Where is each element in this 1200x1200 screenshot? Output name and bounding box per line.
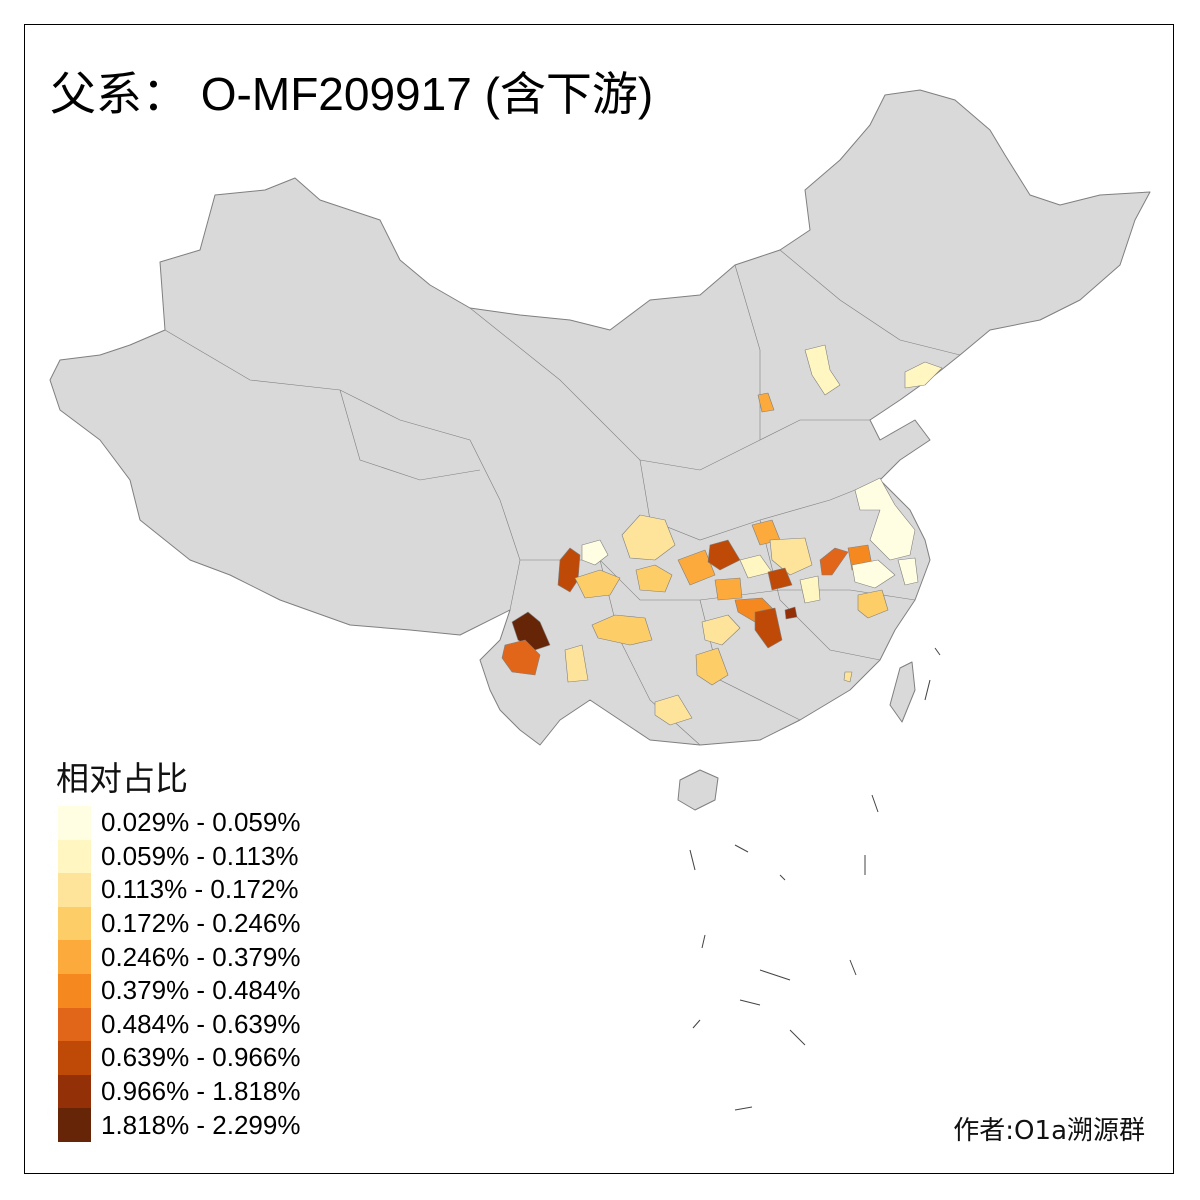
island-mark bbox=[759, 969, 791, 981]
legend-label: 0.966% - 1.818% bbox=[101, 1076, 301, 1107]
legend-swatch bbox=[58, 973, 91, 1008]
legend-swatch bbox=[58, 806, 91, 840]
legend-title: 相对占比 bbox=[56, 759, 188, 798]
legend-label: 0.172% - 0.246% bbox=[101, 908, 301, 939]
region-class-1 bbox=[897, 557, 919, 586]
island-mark bbox=[739, 999, 761, 1006]
legend-swatch bbox=[58, 940, 91, 974]
region-class-1 bbox=[854, 477, 916, 561]
legend-label: 0.059% - 0.113% bbox=[101, 840, 299, 871]
island-mark bbox=[924, 679, 931, 701]
legend-swatch bbox=[58, 1007, 91, 1042]
region-class-5 bbox=[714, 577, 743, 601]
region-class-1 bbox=[851, 559, 896, 589]
region-class-4 bbox=[635, 564, 673, 593]
island-mark bbox=[692, 1019, 701, 1029]
region-class-8 bbox=[707, 539, 741, 571]
legend-item: 0.113% - 0.172% bbox=[58, 873, 300, 907]
legend-label: 0.484% - 0.639% bbox=[101, 1008, 301, 1039]
province-border bbox=[469, 307, 870, 471]
legend: 0.029% - 0.059% 0.059% - 0.113% 0.113% - 0… bbox=[58, 806, 300, 1142]
legend-item: 0.639% - 0.966% bbox=[58, 1041, 300, 1075]
hainan-island bbox=[677, 769, 719, 811]
legend-label: 0.639% - 0.966% bbox=[101, 1042, 301, 1073]
province-border bbox=[339, 389, 481, 481]
legend-item: 0.966% - 1.818% bbox=[58, 1074, 301, 1109]
region-class-7 bbox=[819, 547, 849, 576]
legend-swatch bbox=[58, 1041, 91, 1075]
region-class-4 bbox=[591, 614, 653, 646]
region-class-8 bbox=[767, 567, 793, 591]
region-class-5 bbox=[757, 392, 775, 413]
region-class-5 bbox=[677, 549, 716, 586]
region-class-4 bbox=[857, 589, 889, 619]
legend-item: 0.029% - 0.059% bbox=[58, 806, 300, 840]
region-class-1 bbox=[581, 539, 609, 566]
china-mainland bbox=[49, 89, 1151, 746]
region-class-3 bbox=[701, 614, 741, 646]
legend-item: 0.379% - 0.484% bbox=[58, 973, 301, 1008]
region-class-7 bbox=[501, 639, 541, 676]
region-class-3 bbox=[654, 694, 693, 726]
legend-swatch bbox=[58, 873, 91, 907]
region-class-3 bbox=[621, 514, 676, 561]
region-class-2 bbox=[904, 361, 943, 389]
island-mark bbox=[934, 647, 941, 656]
legend-label: 0.113% - 0.172% bbox=[101, 874, 299, 905]
province-border bbox=[164, 329, 521, 611]
legend-item: 1.818% - 2.299% bbox=[58, 1108, 300, 1142]
author-credit: 作者:O1a溯源群 bbox=[953, 1116, 1145, 1146]
island-mark bbox=[701, 934, 706, 949]
legend-item: 0.484% - 0.639% bbox=[58, 1007, 301, 1042]
region-class-4 bbox=[574, 569, 621, 599]
legend-label: 0.029% - 0.059% bbox=[101, 807, 301, 838]
province-border bbox=[639, 459, 881, 541]
legend-swatch bbox=[58, 839, 91, 874]
region-class-3 bbox=[769, 537, 813, 576]
region-class-2 bbox=[799, 575, 821, 604]
island-mark bbox=[779, 874, 786, 881]
region-class-3 bbox=[843, 671, 853, 683]
legend-item: 0.172% - 0.246% bbox=[58, 906, 301, 941]
island-mark bbox=[734, 1106, 753, 1111]
province-border bbox=[759, 519, 881, 661]
map-title: 父系： O-MF209917 (含下游) bbox=[50, 68, 654, 120]
region-class-10 bbox=[511, 611, 551, 651]
legend-label: 0.379% - 0.484% bbox=[101, 975, 301, 1006]
legend-item: 0.059% - 0.113% bbox=[58, 839, 300, 874]
island-mark bbox=[871, 794, 879, 813]
island-mark bbox=[789, 1029, 806, 1046]
legend-swatch bbox=[58, 1108, 91, 1142]
island-mark bbox=[734, 844, 749, 853]
map-frame bbox=[24, 24, 1174, 1174]
legend-item: 0.246% - 0.379% bbox=[58, 940, 300, 974]
region-class-8 bbox=[754, 607, 783, 649]
region-class-4 bbox=[695, 647, 729, 686]
island-mark bbox=[849, 959, 857, 976]
taiwan-island bbox=[889, 661, 916, 723]
legend-swatch bbox=[58, 1074, 91, 1109]
island-mark bbox=[689, 849, 696, 871]
province-border bbox=[734, 264, 761, 440]
legend-swatch bbox=[58, 906, 91, 941]
legend-label: 0.246% - 0.379% bbox=[101, 941, 301, 972]
region-class-2 bbox=[804, 344, 841, 396]
region-class-3 bbox=[564, 644, 589, 683]
legend-label: 1.818% - 2.299% bbox=[101, 1109, 301, 1140]
region-class-9 bbox=[784, 606, 798, 620]
province-border bbox=[779, 249, 961, 356]
